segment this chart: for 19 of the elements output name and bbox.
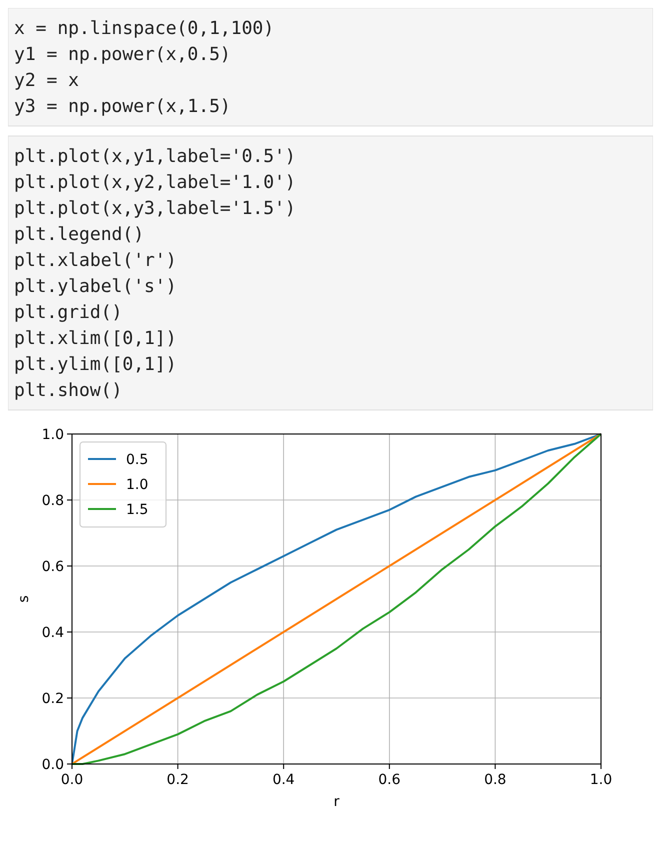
x-axis-title: r — [334, 794, 340, 810]
x-tick-label: 0.6 — [378, 772, 401, 788]
x-tick-label: 1.0 — [590, 772, 612, 788]
legend-label: 1.5 — [126, 502, 148, 518]
legend-label: 1.0 — [126, 477, 148, 493]
legend-label: 0.5 — [126, 452, 148, 468]
x-tick-label: 0.0 — [60, 772, 84, 788]
y-tick-label: 0.0 — [42, 757, 64, 773]
y-tick-label: 0.2 — [42, 691, 64, 707]
text: plt.plot(x,y1,label='0.5') plt.plot(x,y2,label='1.0') plt.plot(x,y3,label='1.5') plt.legend() plt.xlabel('r') plt.ylabel('s') plt.grid() plt.xlim([0,1]) plt.ylim([0,1]) plt.show() — [14, 146, 296, 401]
x-tick-label: 0.2 — [166, 772, 189, 788]
y-tick-label: 0.4 — [42, 625, 64, 641]
y-axis-title: s — [16, 595, 32, 603]
x-tick-label: 0.4 — [272, 772, 295, 788]
y-tick-label: 1.0 — [42, 427, 64, 443]
text: x = np.linspace(0,1,100) y1 = np.power(x,0.5) y2 = x y3 = np.power(x,1.5) — [14, 18, 274, 117]
x-tick-label: 0.8 — [484, 772, 506, 788]
y-tick-label: 0.8 — [42, 493, 64, 509]
y-tick-label: 0.6 — [42, 559, 64, 575]
